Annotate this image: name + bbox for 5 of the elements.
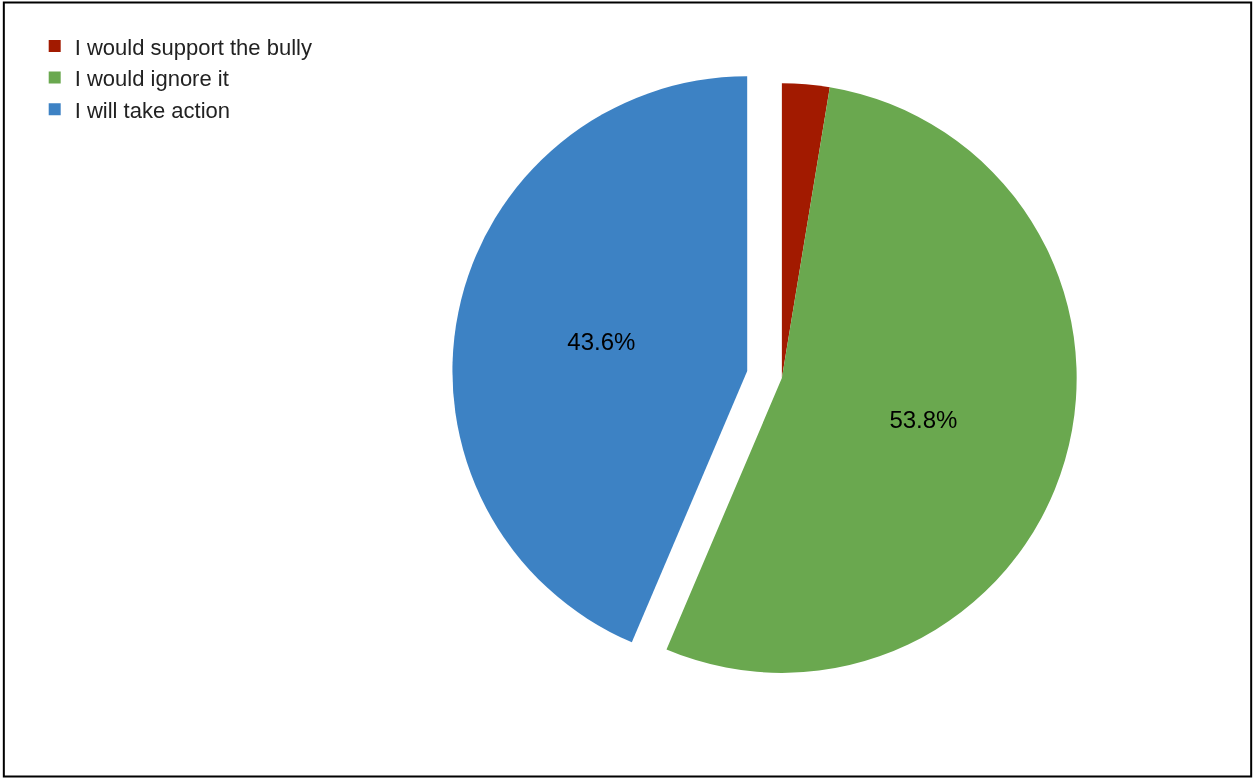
legend-label: I would ignore it <box>74 66 229 92</box>
legend-label: I would support the bully <box>74 34 312 60</box>
legend-label: I will take action <box>74 97 230 123</box>
data-label: 53.8% <box>889 405 958 433</box>
data-label: 43.6% <box>567 327 636 355</box>
